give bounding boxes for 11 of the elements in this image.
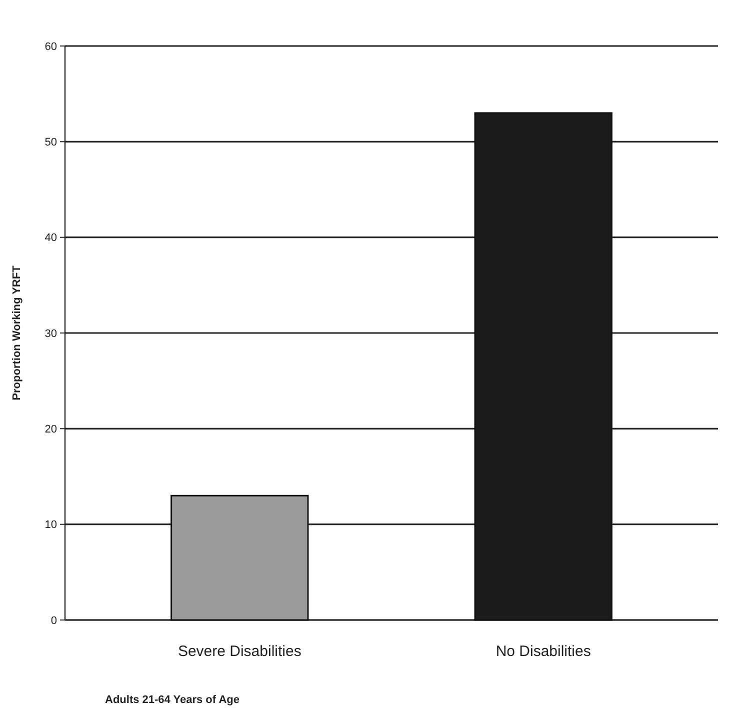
x-tick-label: Severe Disabilities <box>178 643 302 660</box>
y-tick-label: 0 <box>50 614 57 627</box>
y-tick-label: 30 <box>44 328 57 340</box>
x-tick-label: No Disabilities <box>496 643 591 660</box>
y-tick-label: 60 <box>44 40 57 53</box>
x-axis-title: Adults 21-64 Years of Age <box>105 694 240 706</box>
y-tick-label: 40 <box>44 232 57 244</box>
y-axis-title: Proportion Working YRFT <box>11 265 23 400</box>
y-tick-label: 10 <box>44 519 57 532</box>
y-tick-label: 20 <box>44 424 57 436</box>
y-tick-label: 50 <box>44 136 57 149</box>
